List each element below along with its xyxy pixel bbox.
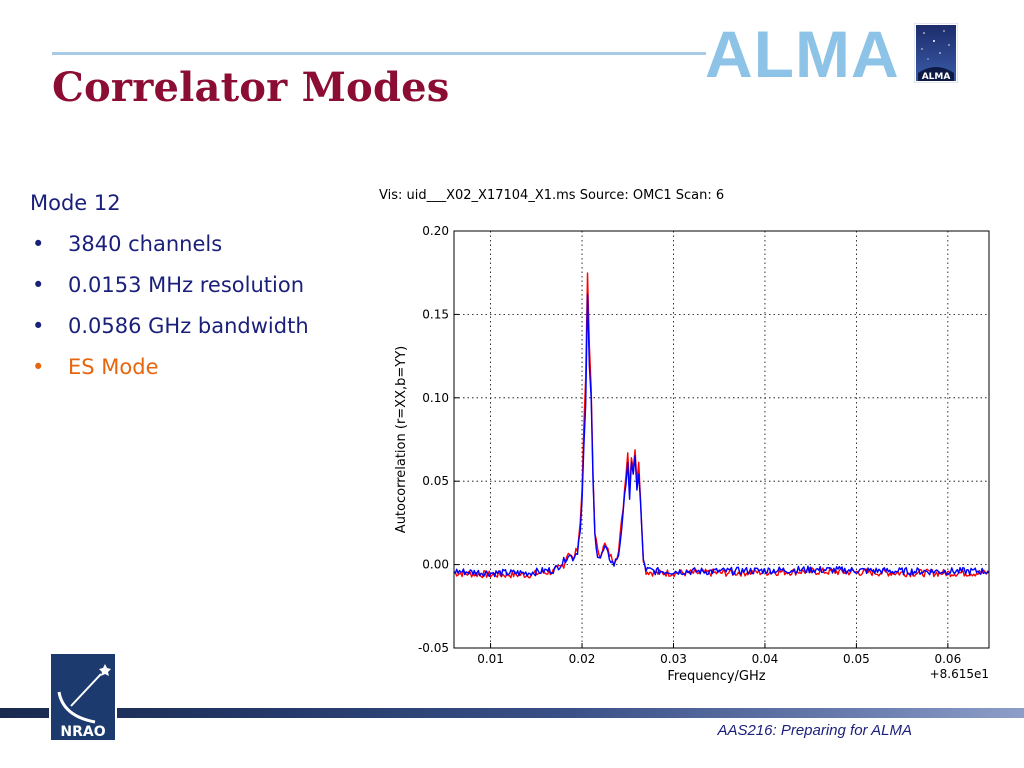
series-line-1 <box>453 293 990 578</box>
x-axis-offset-label: +8.615e1 <box>930 667 989 681</box>
slide-title: Correlator Modes <box>52 64 450 111</box>
bullet-glyph: • <box>32 355 45 379</box>
y-tick-label: 0.15 <box>422 307 449 321</box>
bullet-text: 3840 channels <box>68 232 223 256</box>
y-tick-label: 0.20 <box>422 224 449 238</box>
alma-logo-icon: ALMA <box>914 23 958 83</box>
y-tick-label: 0.10 <box>422 391 449 405</box>
nrao-logo-text: NRAO <box>60 724 105 740</box>
chart-title: Vis: uid___X02_X17104_X1.ms Source: OMC1… <box>379 188 724 203</box>
bullet-glyph: • <box>32 232 45 256</box>
x-axis-label: Frequency/GHz <box>667 669 765 684</box>
x-tick-label: 0.03 <box>660 652 687 666</box>
bullet-list: • 3840 channels • 0.0153 MHz resolution … <box>30 227 360 391</box>
header-rule <box>52 52 706 55</box>
nrao-logo-icon: NRAO <box>49 652 117 742</box>
footer-caption: AAS216: Preparing for ALMA <box>717 722 912 739</box>
y-tick-label: 0.00 <box>422 558 449 572</box>
plot-area <box>454 231 989 648</box>
x-tick-label: 0.02 <box>569 652 596 666</box>
mode-heading: Mode 12 <box>30 191 121 215</box>
mode-description: Mode 12 • 3840 channels • 0.0153 MHz res… <box>30 186 360 391</box>
y-axis-label: Autocorrelation (r=XX,b=YY) <box>394 346 409 533</box>
bullet-glyph: • <box>32 273 45 297</box>
y-tick-label: 0.05 <box>422 474 449 488</box>
bullet-text: 0.0153 MHz resolution <box>68 273 305 297</box>
footer-bar <box>0 708 1024 718</box>
x-tick-label: 0.05 <box>843 652 870 666</box>
bullet-item: • 0.0153 MHz resolution <box>30 268 360 309</box>
bullet-item-highlight: • ES Mode <box>30 350 360 391</box>
y-tick-label: -0.05 <box>418 641 449 655</box>
x-tick-label: 0.01 <box>477 652 504 666</box>
bullet-item: • 0.0586 GHz bandwidth <box>30 309 360 350</box>
alma-wordmark: ALMA <box>705 17 900 91</box>
bullet-text: 0.0586 GHz bandwidth <box>68 314 309 338</box>
bullet-text: ES Mode <box>68 355 159 379</box>
x-tick-label: 0.06 <box>934 652 961 666</box>
x-tick-label: 0.04 <box>752 652 779 666</box>
bullet-glyph: • <box>32 314 45 338</box>
alma-logo-text: ALMA <box>922 72 951 82</box>
bullet-item: • 3840 channels <box>30 227 360 268</box>
plot-frame <box>453 230 990 649</box>
autocorrelation-chart: Vis: uid___X02_X17104_X1.ms Source: OMC1… <box>379 188 990 684</box>
